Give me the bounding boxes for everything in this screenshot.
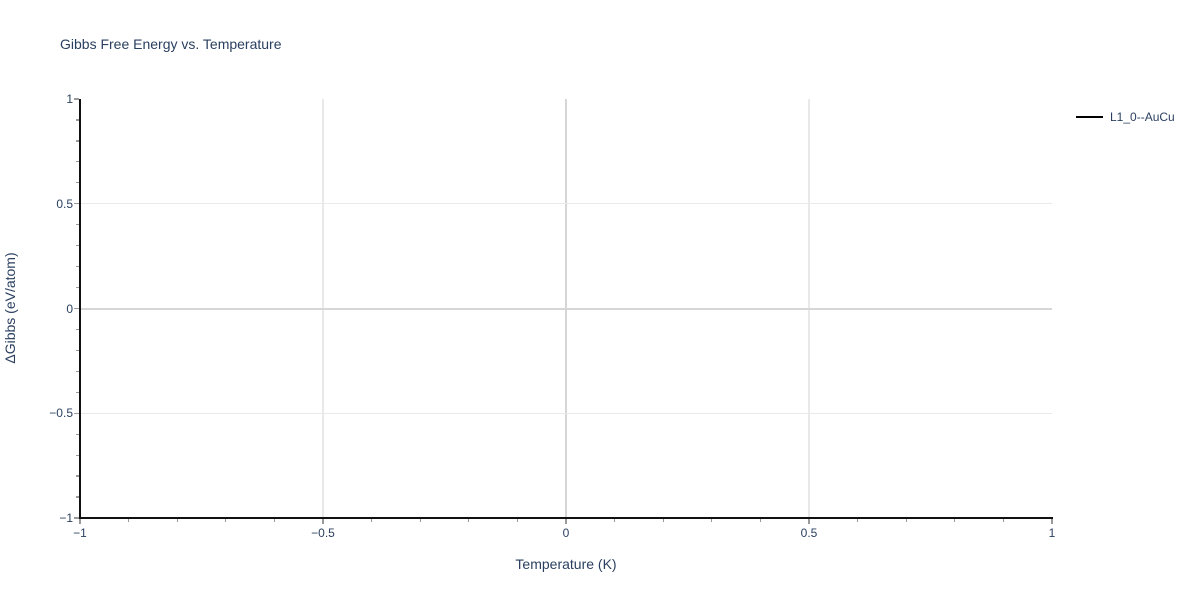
x-minor-tick: [905, 518, 907, 523]
y-major-tick: [73, 98, 80, 100]
x-minor-tick: [662, 518, 664, 523]
legend: L1_0--AuCu: [1076, 109, 1175, 125]
y-minor-tick: [75, 140, 80, 142]
y-minor-tick: [75, 224, 80, 226]
y-minor-tick: [75, 391, 80, 393]
y-minor-tick: [75, 349, 80, 352]
x-major-tick: [1051, 518, 1053, 525]
y-minor-tick: [75, 328, 80, 331]
h-gridline: [80, 412, 1052, 414]
x-major-tick: [322, 518, 324, 525]
x-major-tick: [79, 518, 81, 525]
legend-line-swatch: [1076, 115, 1103, 119]
x-axis-title: Temperature (K): [515, 556, 617, 572]
y-tick-label: 0: [66, 301, 73, 316]
legend-item[interactable]: L1_0--AuCu: [1076, 109, 1175, 125]
y-major-tick: [73, 412, 80, 414]
x-axis-line: [79, 517, 1053, 519]
y-axis-line: [79, 99, 81, 519]
chart-title: Gibbs Free Energy vs. Temperature: [60, 36, 282, 52]
x-minor-tick: [273, 518, 276, 523]
x-tick-label: 0.5: [800, 526, 818, 540]
y-major-tick: [73, 517, 80, 519]
x-minor-tick: [370, 518, 373, 523]
y-minor-tick: [75, 496, 80, 498]
h-gridline: [80, 203, 1052, 205]
y-tick-label: −0.5: [49, 406, 73, 421]
y-major-tick: [73, 307, 80, 310]
y-tick-label: −1: [59, 511, 73, 525]
x-tick-label: 1: [1048, 526, 1056, 540]
plot-area[interactable]: [80, 99, 1052, 518]
x-minor-tick: [759, 518, 762, 523]
y-minor-tick: [75, 433, 80, 435]
y-tick-label: 0.5: [56, 196, 73, 211]
x-minor-tick: [954, 518, 956, 523]
x-tick-label: 0: [562, 526, 570, 540]
x-major-tick: [808, 518, 810, 525]
y-minor-tick: [75, 182, 80, 184]
x-minor-tick: [176, 518, 178, 523]
x-minor-tick: [856, 518, 859, 523]
y-axis-title: ΔGibbs (eV/atom): [2, 252, 18, 364]
y-tick-label: 1: [66, 92, 73, 106]
x-minor-tick: [225, 518, 227, 523]
y-minor-tick: [75, 119, 80, 121]
y-minor-tick: [75, 265, 80, 268]
y-minor-tick: [75, 454, 80, 456]
y-minor-tick: [75, 245, 80, 247]
y-major-tick: [73, 203, 80, 205]
y-minor-tick: [75, 370, 80, 372]
x-minor-tick: [468, 518, 470, 523]
h-gridline: [80, 307, 1052, 310]
x-minor-tick: [1002, 518, 1005, 523]
x-minor-tick: [419, 518, 421, 523]
x-minor-tick: [516, 518, 519, 523]
y-minor-tick: [75, 161, 80, 163]
y-minor-tick: [75, 286, 80, 289]
y-minor-tick: [75, 475, 80, 477]
legend-label: L1_0--AuCu: [1110, 110, 1175, 124]
x-minor-tick: [127, 518, 130, 523]
x-minor-tick: [613, 518, 616, 523]
x-minor-tick: [711, 518, 713, 523]
x-major-tick: [565, 518, 567, 525]
x-tick-label: −0.5: [311, 526, 335, 540]
x-tick-label: −1: [73, 526, 87, 540]
